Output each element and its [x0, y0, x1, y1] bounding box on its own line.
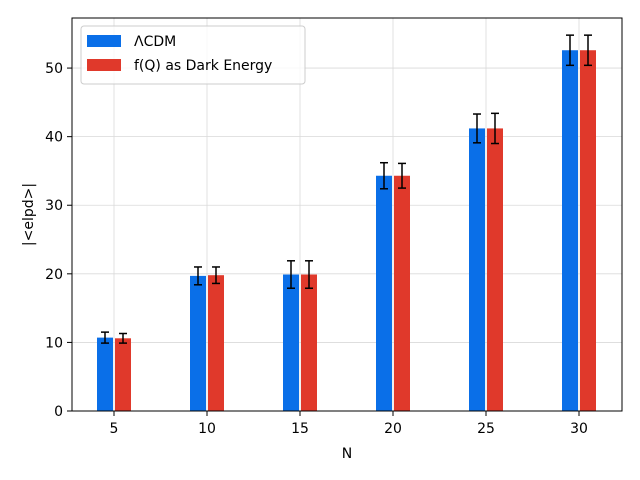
bar-fq: [301, 274, 317, 411]
legend-box: [80, 25, 306, 85]
bar-lcdm: [376, 175, 392, 411]
y-tick-label: 40: [45, 130, 63, 146]
legend-label-lcdm: ΛCDM: [134, 34, 176, 50]
legend-swatch-lcdm: [87, 35, 121, 47]
x-axis-ticks: 5 10 15 20 25 30: [110, 411, 588, 437]
y-tick-label: 10: [45, 335, 63, 351]
legend-swatch-fq: [87, 59, 121, 71]
x-tick-label: 5: [110, 421, 119, 437]
bar-fq: [208, 275, 224, 411]
legend-label-fq: f(Q) as Dark Energy: [134, 58, 272, 74]
bar-lcdm: [190, 275, 206, 411]
y-tick-label: 30: [45, 198, 63, 214]
bars: [97, 50, 596, 412]
bar-fq: [115, 338, 131, 411]
bar-lcdm: [97, 337, 113, 411]
y-tick-label: 0: [54, 404, 63, 420]
bar-lcdm: [562, 50, 578, 412]
legend: ΛCDM f(Q) as Dark Energy: [80, 25, 306, 85]
x-tick-label: 10: [198, 421, 216, 437]
y-axis-ticks: 0 10 20 30 40 50: [45, 61, 72, 420]
bar-lcdm: [283, 274, 299, 411]
bar-fq: [394, 175, 410, 411]
bar-fq: [487, 128, 503, 412]
bar-fq: [580, 50, 596, 412]
x-tick-label: 20: [384, 421, 402, 437]
x-tick-label: 30: [570, 421, 588, 437]
error-bars: [101, 34, 592, 344]
y-tick-label: 50: [45, 61, 63, 77]
bar-lcdm: [469, 128, 485, 412]
x-tick-label: 15: [291, 421, 309, 437]
y-axis-label: |<elpd>|: [21, 183, 37, 246]
x-axis-label: N: [342, 446, 352, 462]
x-tick-label: 25: [477, 421, 495, 437]
plot-frame: [71, 17, 623, 412]
y-tick-label: 20: [45, 267, 63, 283]
